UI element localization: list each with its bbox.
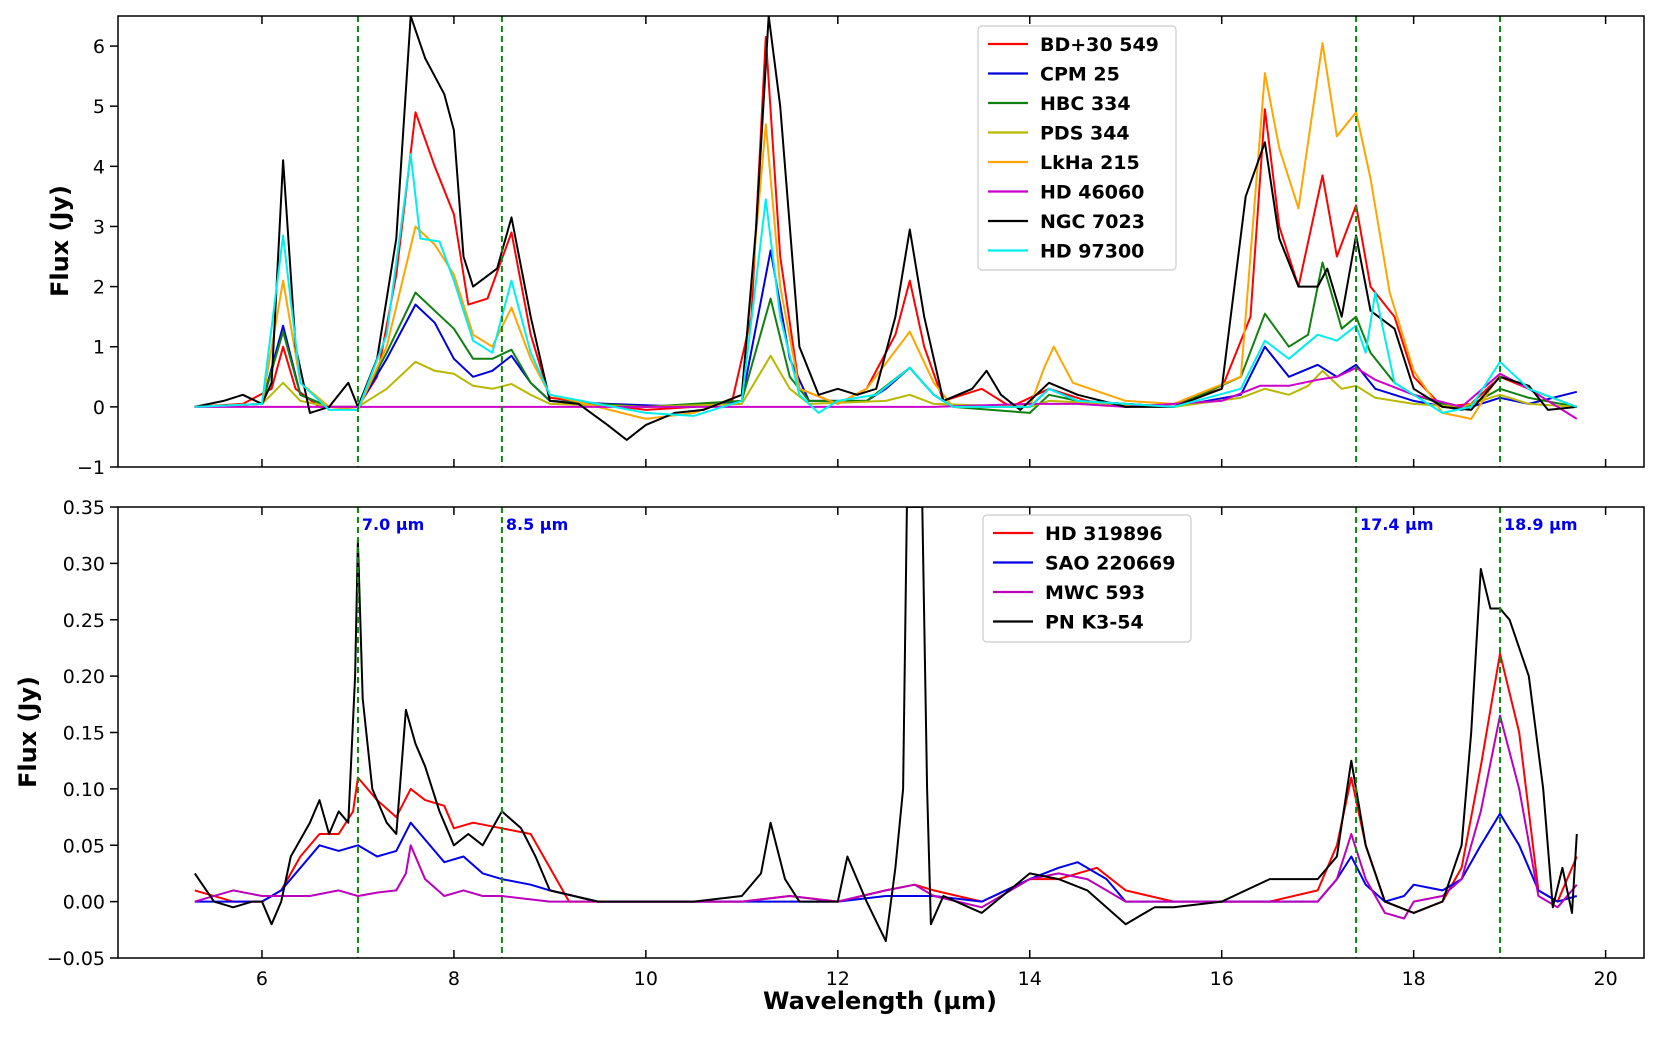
legend-entry-label: HD 97300 <box>1040 241 1144 263</box>
y-tick-label: −1 <box>77 457 105 479</box>
legend-entry-label: CPM 25 <box>1040 64 1120 86</box>
y-tick-label: 3 <box>93 216 105 238</box>
y-tick-label: −0.05 <box>47 948 105 970</box>
y-axis-label: Flux (Jy) <box>46 185 74 297</box>
series-line-mwc-593 <box>194 714 1578 920</box>
y-tick-label: 0.35 <box>63 497 105 519</box>
series-line-hd-97300 <box>194 153 1578 417</box>
y-tick-label: 1 <box>93 337 105 359</box>
legend-entry-label: MWC 593 <box>1045 582 1145 604</box>
legend-entry-label: BD+30 549 <box>1040 34 1159 56</box>
bottom-panel-spectra: 7.0 µm 8.5 µm 17.4 µm 18.9 µm −0.05 0.00 0.05 0… <box>14 497 1645 990</box>
x-tick-label: 20 <box>1594 968 1618 990</box>
legend: HD 319896 SAO 220669 MWC 593 PN K3-54 <box>982 514 1192 643</box>
y-axis-label: Flux (Jy) <box>14 676 42 788</box>
series-group <box>193 507 1578 943</box>
series-line-hd-319896 <box>194 652 1578 914</box>
x-tick-label: 18 <box>1402 968 1426 990</box>
series-group <box>194 16 1578 441</box>
x-tick-label: 16 <box>1210 968 1234 990</box>
legend-box <box>977 25 1177 271</box>
reference-line-label: 18.9 µm <box>1504 515 1578 534</box>
plot-frame <box>117 15 1645 468</box>
legend-entry-label: HBC 334 <box>1040 93 1131 115</box>
legend-entry-label: HD 46060 <box>1040 182 1144 204</box>
x-tick-label: 8 <box>448 968 460 990</box>
y-tick-label: 0.05 <box>63 835 105 857</box>
y-tick-label: 5 <box>93 96 105 118</box>
legend-entry-label: SAO 220669 <box>1045 553 1175 575</box>
x-tick-label: 14 <box>1018 968 1042 990</box>
legend-box <box>982 514 1192 643</box>
series-line-sao-220669 <box>194 812 1578 903</box>
legend: BD+30 549 CPM 25 HBC 334 PDS 344 LkHa 215 HD … <box>977 25 1177 271</box>
y-tick-label: 6 <box>93 36 105 58</box>
x-tick-label: 10 <box>634 968 658 990</box>
top-panel-spectra: −1 0 1 2 3 4 5 6 Flux (Jy) BD+30 549 CPM 25 HBC 334… <box>46 15 1645 479</box>
y-tick-label: 0.20 <box>63 666 105 688</box>
y-tick-label: 0 <box>93 397 105 419</box>
x-axis-label: Wavelength (µm) <box>763 987 997 1015</box>
legend-entry-label: LkHa 215 <box>1040 152 1140 174</box>
legend-entry-label: NGC 7023 <box>1040 211 1145 233</box>
legend-entry-label: HD 319896 <box>1045 523 1163 545</box>
y-tick-label: 0.00 <box>63 892 105 914</box>
y-tick-label: 0.15 <box>63 723 105 745</box>
series-line-pn-k3-54 <box>193 507 1578 943</box>
y-tick-label: 0.10 <box>63 779 105 801</box>
plot-frame <box>117 506 1645 959</box>
legend-entry-label: PDS 344 <box>1040 123 1130 145</box>
x-tick-label: 6 <box>256 968 268 990</box>
y-tick-label: 0.25 <box>63 610 105 632</box>
legend-entry-label: PN K3-54 <box>1045 612 1144 634</box>
y-tick-label: 0.30 <box>63 553 105 575</box>
series-line-lkha-215 <box>194 42 1578 420</box>
y-tick-label: 4 <box>93 156 105 178</box>
reference-line-label: 17.4 µm <box>1360 515 1434 534</box>
series-line-ngc-7023 <box>194 16 1577 441</box>
y-tick-label: 2 <box>93 277 105 299</box>
reference-line-label: 7.0 µm <box>362 515 424 534</box>
reference-line-label: 8.5 µm <box>506 515 568 534</box>
x-tick-label: 12 <box>826 968 850 990</box>
